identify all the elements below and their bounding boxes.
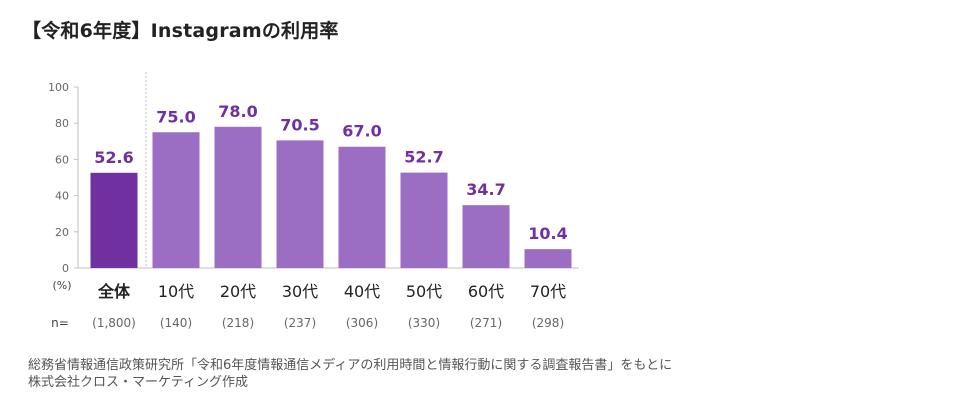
category-label-1: 10代 xyxy=(158,282,194,301)
value-label-7: 10.4 xyxy=(528,224,567,243)
value-label-2: 78.0 xyxy=(218,102,257,121)
chart-title: 【令和6年度】Instagramの利用率 xyxy=(22,20,339,42)
y-tick-label: 80 xyxy=(55,117,69,130)
sample-size-labels: (1,800) (140) (218) (237) (306) (330) (271) (29… xyxy=(51,316,564,330)
value-label-6: 34.7 xyxy=(466,180,505,199)
category-label-0: 全体 xyxy=(97,282,131,301)
category-label-7: 70代 xyxy=(530,282,566,301)
sample-size-6: (271) xyxy=(470,316,502,330)
y-axis-unit: (%) xyxy=(52,279,71,292)
y-tick-label: 100 xyxy=(48,81,69,94)
category-label-5: 50代 xyxy=(406,282,442,301)
bar-7 xyxy=(524,249,572,268)
sample-size-0: (1,800) xyxy=(92,316,136,330)
category-label-3: 30代 xyxy=(282,282,318,301)
sample-size-7: (298) xyxy=(532,316,564,330)
x-axis-labels: 全体 10代 20代 30代 40代 50代 60代 70代 xyxy=(97,282,566,301)
bar-6 xyxy=(462,205,510,268)
bar-3 xyxy=(276,140,324,268)
value-label-5: 52.7 xyxy=(404,148,443,167)
value-label-1: 75.0 xyxy=(156,107,195,126)
source-line-2: 株式会社クロス・マーケティング作成 xyxy=(28,375,248,390)
sample-size-2: (218) xyxy=(222,316,254,330)
bar-1 xyxy=(152,132,200,268)
sample-size-3: (237) xyxy=(284,316,316,330)
y-tick-label: 0 xyxy=(62,262,69,275)
sample-size-row-label: n= xyxy=(51,316,69,330)
sample-size-5: (330) xyxy=(408,316,440,330)
y-tick-label: 20 xyxy=(55,226,69,239)
value-label-3: 70.5 xyxy=(280,115,319,134)
sample-size-4: (306) xyxy=(346,316,378,330)
source-note: 総務省情報通信政策研究所「令和6年度情報通信メディアの利用時間と情報行動に関する… xyxy=(28,357,672,391)
bar-4 xyxy=(338,146,386,268)
y-tick-label: 40 xyxy=(55,190,69,203)
bar-0 xyxy=(90,172,138,268)
category-label-2: 20代 xyxy=(220,282,256,301)
bar-2 xyxy=(214,126,262,268)
y-tick-label: 60 xyxy=(55,153,69,166)
value-label-4: 67.0 xyxy=(342,122,381,141)
category-label-4: 40代 xyxy=(344,282,380,301)
bar-chart: 0 20 40 60 80 100 (%) 52.6 75.0 78.0 70.5 67.0 52.7… xyxy=(48,72,579,330)
sample-size-1: (140) xyxy=(160,316,192,330)
bars xyxy=(90,126,572,268)
y-axis: 0 20 40 60 80 100 (%) xyxy=(48,72,579,292)
value-labels: 52.6 75.0 78.0 70.5 67.0 52.7 34.7 10.4 xyxy=(94,102,567,243)
value-label-0: 52.6 xyxy=(94,148,133,167)
category-label-6: 60代 xyxy=(468,282,504,301)
bar-5 xyxy=(400,172,448,268)
source-line-1: 総務省情報通信政策研究所「令和6年度情報通信メディアの利用時間と情報行動に関する… xyxy=(28,358,673,373)
